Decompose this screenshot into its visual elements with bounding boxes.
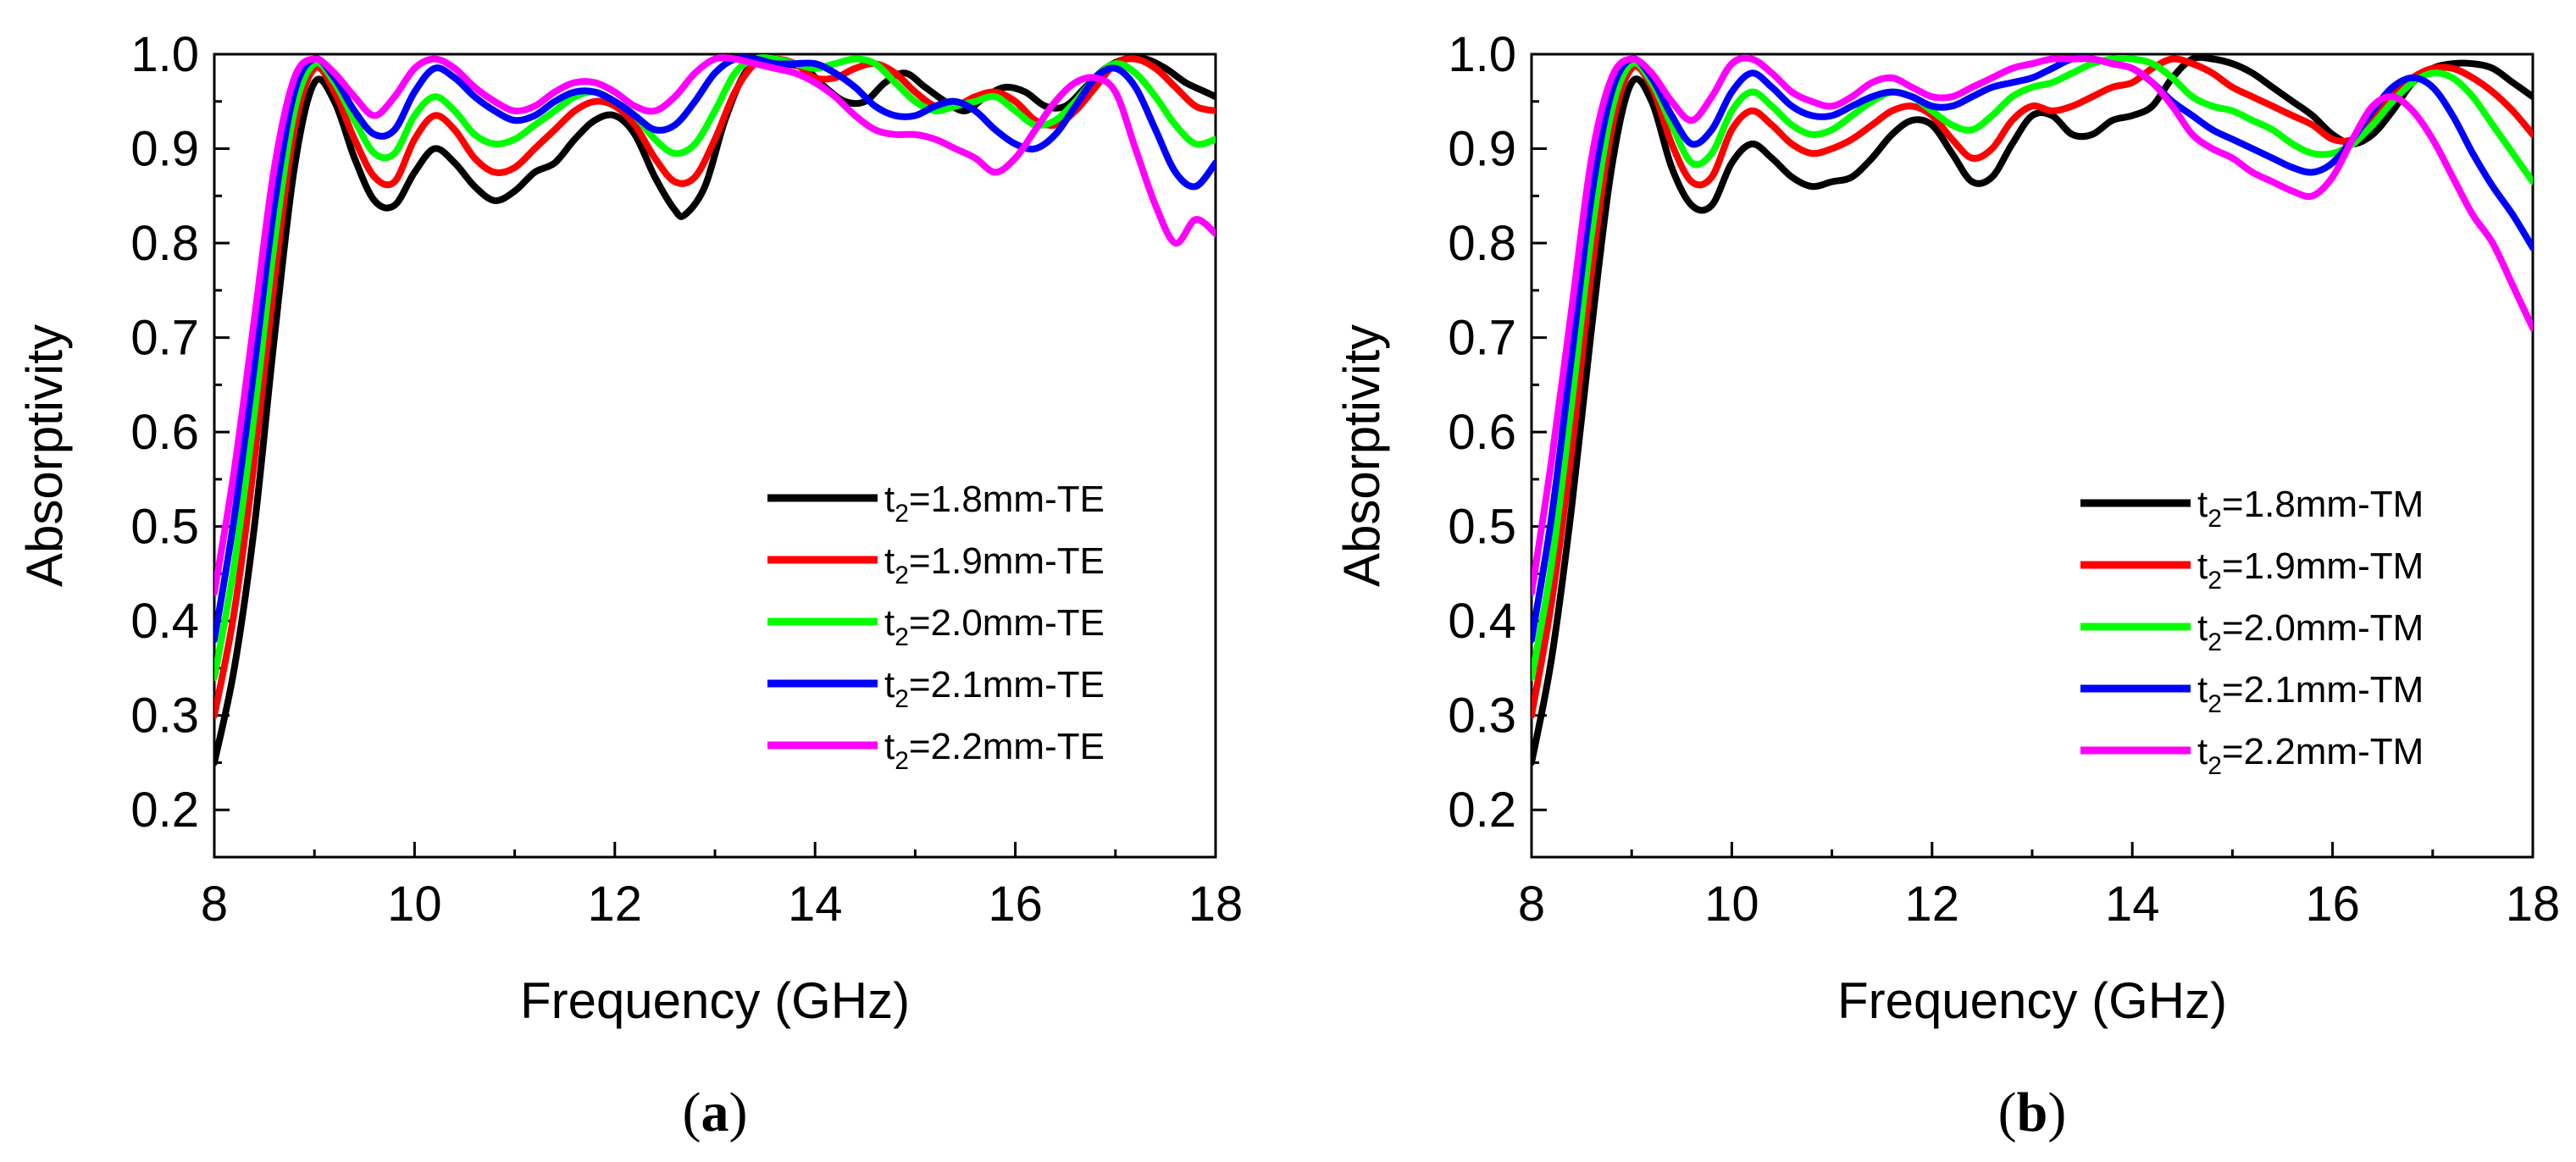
y-tick-label: 0.2 (130, 783, 199, 838)
x-tick-label: 14 (788, 877, 843, 932)
y-tick-label: 0.3 (1448, 689, 1516, 744)
y-tick-label: 0.7 (130, 311, 199, 366)
panel-a: 8 10 12 14 16 18 0.20.30.40.50.60.70.80.91.0 … (16, 27, 1243, 1143)
plot-area-frame (213, 53, 1217, 859)
y-tick-label: 0.6 (130, 405, 199, 460)
legend-entry: t2=2.1mm-TE (767, 664, 1105, 713)
x-axis-ticks: 8 10 12 14 16 18 (201, 842, 1243, 932)
series-lines (1532, 54, 2533, 766)
x-tick-label: 8 (201, 877, 228, 932)
y-tick-label: 0.9 (1448, 122, 1516, 177)
legend-label: t2=2.1mm-TE (884, 664, 1105, 713)
x-tick-label: 18 (1188, 877, 1244, 932)
legend-label: t2=1.9mm-TM (2197, 545, 2424, 595)
y-tick-label: 0.8 (1448, 216, 1516, 271)
x-tick-label: 14 (2105, 877, 2160, 932)
x-tick-label: 10 (387, 877, 442, 932)
x-tick-label: 12 (588, 877, 643, 932)
legend-entry: t2=2.0mm-TE (767, 602, 1105, 651)
legend-entry: t2=2.2mm-TE (767, 726, 1105, 775)
x-tick-label: 16 (2305, 877, 2360, 932)
panel-b: 8 10 12 14 16 18 0.20.30.40.50.60.70.80.91.0 … (1333, 27, 2560, 1143)
legend-label: t2=2.0mm-TM (2197, 607, 2424, 656)
x-tick-label: 12 (1905, 877, 1960, 932)
y-tick-label: 0.2 (1448, 783, 1516, 838)
legend-entry: t2=2.1mm-TM (2080, 669, 2424, 718)
y-tick-label: 1.0 (130, 27, 199, 82)
x-tick-label: 10 (1704, 877, 1759, 932)
series-line-5 (1532, 54, 2533, 596)
y-axis-title: Absorptivity (16, 324, 73, 587)
y-tick-label: 0.9 (130, 122, 199, 177)
y-tick-label: 0.7 (1448, 311, 1516, 366)
legend-entry: t2=1.8mm-TE (767, 479, 1105, 528)
legend-label: t2=2.0mm-TE (884, 602, 1105, 651)
legend-label: t2=2.2mm-TE (884, 726, 1105, 775)
legend-label: t2=2.1mm-TM (2197, 669, 2424, 718)
series-line-1 (214, 54, 1216, 766)
y-axis-ticks: 0.2 0.3 0.4 0.5 0.6 0.7 0.8 0.9 1.0 (1448, 27, 1547, 838)
x-tick-label: 16 (988, 877, 1043, 932)
legend: t2=1.8mm-TM t2=1.9mm-TM t2=2.0mm-TM t2=2.1m… (2080, 484, 2424, 780)
series-line-4 (214, 54, 1216, 644)
legend-entry: t2=1.8mm-TM (2080, 484, 2424, 533)
y-tick-label: 0.4 (130, 594, 199, 649)
x-tick-label: 18 (2506, 877, 2561, 932)
y-tick-label: 0.8 (130, 216, 199, 271)
series-lines (214, 54, 1216, 766)
series-line-5 (214, 54, 1216, 596)
legend-entry: t2=1.9mm-TE (767, 540, 1105, 589)
legend-entry: t2=2.0mm-TM (2080, 607, 2424, 656)
legend-label: t2=1.8mm-TE (884, 479, 1105, 528)
legend-label: t2=1.8mm-TM (2197, 484, 2424, 533)
legend-label: t2=2.2mm-TM (2197, 731, 2424, 780)
y-tick-label: 0.5 (130, 500, 199, 555)
y-tick-label: 0.3 (130, 689, 199, 744)
y-tick-label: 0.5 (1448, 500, 1516, 555)
x-axis-title: Frequency (GHz) (520, 972, 910, 1029)
x-tick-label: 8 (1518, 877, 1545, 932)
y-axis-ticks: 0.2 0.3 0.4 0.5 0.6 0.7 0.8 0.9 1.0 (130, 27, 230, 838)
legend-entry: t2=2.2mm-TM (2080, 731, 2424, 780)
x-axis-title: Frequency (GHz) (1837, 972, 2227, 1029)
legend: t2=1.8mm-TE t2=1.9mm-TE t2=2.0mm-TE t2=2.1m… (767, 479, 1105, 775)
legend-entry: t2=1.9mm-TM (2080, 545, 2424, 595)
panel-label-a: (a) (683, 1082, 748, 1143)
y-tick-label: 1.0 (1448, 27, 1516, 82)
x-axis-ticks: 8 10 12 14 16 18 (1518, 842, 2560, 932)
y-tick-label: 0.6 (1448, 405, 1516, 460)
y-tick-label: 0.4 (1448, 594, 1516, 649)
panel-label-b: (b) (1998, 1082, 2067, 1143)
y-axis-title: Absorptivity (1333, 324, 1390, 587)
legend-label: t2=1.9mm-TE (884, 540, 1105, 589)
